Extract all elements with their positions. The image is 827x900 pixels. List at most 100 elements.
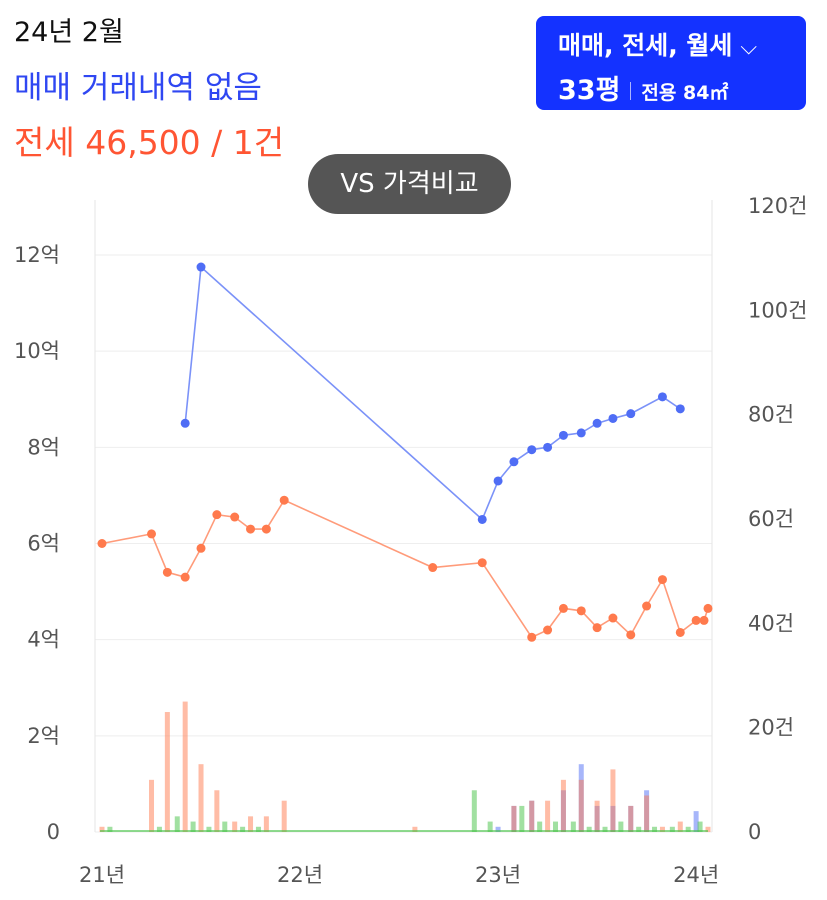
lease_count-bar bbox=[529, 800, 535, 832]
chevron-down-icon: ⌵ bbox=[740, 35, 758, 60]
deal-types-label: 매매, 전세, 월세 bbox=[558, 31, 733, 60]
lease_count-bar bbox=[99, 826, 105, 832]
y-left-tick: 8억 bbox=[27, 435, 60, 459]
lease-point bbox=[527, 632, 537, 642]
lease_count-bar bbox=[560, 779, 566, 832]
sale-point bbox=[543, 442, 553, 452]
lease-point bbox=[675, 627, 685, 637]
x-tick: 21년 bbox=[79, 863, 125, 887]
lease-point bbox=[543, 625, 553, 635]
x-tick: 23년 bbox=[475, 863, 521, 887]
y-left-tick: 0 bbox=[47, 820, 60, 844]
sale-point bbox=[509, 457, 519, 467]
lease_count-bar bbox=[705, 826, 711, 832]
monthly_count-bar bbox=[618, 821, 624, 832]
vs-compare-button[interactable]: VS 가격비교 bbox=[308, 154, 511, 214]
sale-status: 매매 거래내역 없음 bbox=[14, 70, 262, 106]
y-right-tick: 40건 bbox=[748, 611, 794, 635]
sale-point bbox=[592, 418, 602, 428]
lease-summary: 전세 46,500 / 1건 bbox=[14, 123, 285, 162]
lease_count-bar bbox=[232, 821, 238, 832]
lease-point bbox=[477, 558, 487, 568]
monthly_count-bar bbox=[174, 816, 180, 832]
monthly_count-bar bbox=[685, 826, 691, 832]
monthly_count-bar bbox=[240, 826, 246, 832]
lease_count-bar bbox=[594, 800, 600, 832]
lease-point bbox=[626, 630, 636, 640]
lease-point bbox=[691, 615, 701, 625]
lease-point bbox=[180, 572, 190, 582]
lease_count-bar bbox=[628, 805, 634, 832]
y-right-tick: 0 bbox=[748, 820, 761, 844]
sale-point bbox=[493, 476, 503, 486]
y-right-tick: 100건 bbox=[748, 298, 807, 322]
monthly_count-bar bbox=[570, 821, 576, 832]
lease-point bbox=[642, 601, 652, 611]
y-left-tick: 4억 bbox=[27, 628, 60, 652]
lease_count-bar bbox=[198, 764, 204, 832]
y-left-tick: 10억 bbox=[14, 339, 60, 363]
monthly_count-bar bbox=[669, 826, 675, 832]
monthly_count-bar bbox=[156, 826, 162, 832]
lease-point bbox=[97, 539, 107, 548]
sale-point bbox=[558, 430, 568, 440]
lease_count-bar bbox=[182, 701, 188, 832]
x-tick: 22년 bbox=[277, 863, 323, 887]
sale-point bbox=[576, 428, 586, 438]
lease-point bbox=[212, 510, 222, 520]
exclusive-area: 전용 84㎡ bbox=[641, 82, 729, 104]
lease_count-bar bbox=[412, 826, 418, 832]
lease_count-bar bbox=[164, 712, 170, 832]
monthly_count-bar bbox=[519, 805, 525, 832]
x-tick: 24년 bbox=[673, 863, 719, 887]
sale-point bbox=[657, 392, 667, 402]
monthly_count-bar bbox=[255, 826, 261, 832]
monthly_count-bar bbox=[537, 821, 543, 832]
sale-point bbox=[527, 445, 537, 455]
period-label: 24년 2월 bbox=[14, 17, 124, 48]
monthly_count-bar bbox=[487, 821, 493, 832]
lease_count-bar bbox=[677, 821, 683, 832]
lease-point bbox=[428, 563, 438, 573]
lease_count-bar bbox=[281, 800, 287, 832]
y-left-tick: 12억 bbox=[14, 243, 60, 267]
lease_count-bar bbox=[644, 795, 650, 832]
sale-point bbox=[180, 418, 190, 428]
monthly_count-bar bbox=[652, 826, 658, 832]
monthly_count-bar bbox=[206, 826, 212, 832]
divider bbox=[630, 82, 632, 100]
monthly_count-bar bbox=[471, 790, 477, 832]
lease-point bbox=[576, 606, 586, 616]
monthly_count-bar bbox=[636, 826, 642, 832]
sale-point bbox=[675, 404, 685, 414]
y-left-tick: 6억 bbox=[27, 532, 60, 556]
lease-point bbox=[162, 567, 172, 577]
lease_count-bar bbox=[545, 800, 551, 832]
size-row: 33평 전용 84㎡ bbox=[558, 68, 806, 107]
deal-type-row: 매매, 전세, 월세 ⌵ bbox=[558, 26, 806, 62]
y-right-tick: 120건 bbox=[748, 194, 807, 218]
deal-type-filter-button[interactable]: 매매, 전세, 월세 ⌵ 33평 전용 84㎡ bbox=[536, 16, 806, 110]
monthly_count-bar bbox=[553, 821, 559, 832]
lease-point bbox=[558, 603, 568, 613]
sale-point bbox=[477, 514, 487, 524]
lease_count-bar bbox=[578, 779, 584, 832]
lease_count-bar bbox=[214, 790, 220, 832]
lease_count-bar bbox=[248, 816, 254, 832]
y-right-tick: 60건 bbox=[748, 507, 794, 531]
lease-point bbox=[699, 615, 709, 625]
monthly_count-bar bbox=[107, 826, 113, 832]
lease-point bbox=[608, 613, 618, 623]
lease-point bbox=[279, 495, 289, 505]
y-left-tick: 2억 bbox=[27, 724, 60, 748]
sale-point bbox=[626, 409, 636, 419]
y-right-tick: 20건 bbox=[748, 716, 794, 740]
lease-point bbox=[230, 512, 240, 522]
monthly_count-bar bbox=[697, 821, 703, 832]
sale-point bbox=[608, 413, 618, 423]
size-pyeong: 33평 bbox=[558, 75, 621, 106]
lease-point bbox=[261, 524, 271, 534]
lease_count-bar bbox=[263, 816, 269, 832]
monthly_count-bar bbox=[586, 826, 592, 832]
